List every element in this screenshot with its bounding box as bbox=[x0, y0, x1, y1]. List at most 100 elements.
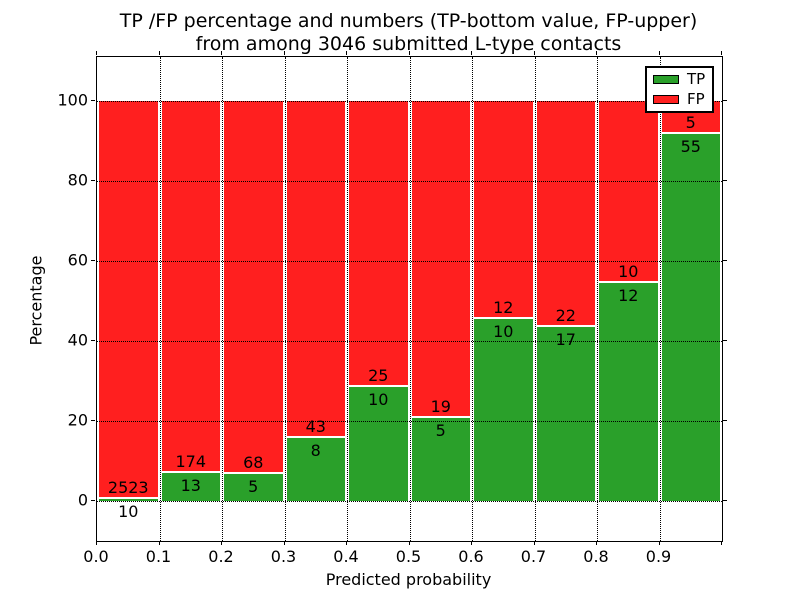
bar-segment-tp bbox=[161, 473, 220, 501]
bar-segment-fp bbox=[224, 101, 283, 474]
gridline-horizontal bbox=[97, 261, 722, 262]
bar-segment-tp bbox=[661, 134, 720, 501]
y-axis-tick-right bbox=[723, 500, 727, 501]
x-axis-tick-top bbox=[158, 51, 160, 55]
fp-count-label: 12 bbox=[493, 298, 514, 318]
gridline-horizontal bbox=[97, 181, 722, 182]
x-axis-tick-top bbox=[721, 51, 722, 55]
x-axis-tick-top bbox=[658, 51, 660, 55]
bar-segment-fp bbox=[599, 101, 658, 283]
gridline-vertical bbox=[472, 57, 473, 541]
gridline-vertical bbox=[534, 57, 536, 541]
x-axis-tick bbox=[408, 541, 410, 545]
bar-segment-tp bbox=[474, 319, 533, 501]
gridline-vertical bbox=[222, 57, 223, 541]
legend-swatch-tp-icon bbox=[653, 75, 679, 85]
x-axis-tick-top bbox=[346, 51, 347, 55]
bar-segment-tp bbox=[99, 499, 158, 501]
y-tick-label: 20 bbox=[67, 410, 88, 430]
y-axis-tick bbox=[91, 420, 95, 421]
y-axis-tick-right bbox=[723, 340, 727, 341]
x-axis-tick bbox=[283, 541, 285, 545]
legend-item-fp: FP bbox=[653, 89, 706, 108]
y-axis-tick-right bbox=[723, 420, 727, 421]
gridline-vertical bbox=[347, 57, 348, 541]
x-tick-label: 0.1 bbox=[145, 547, 172, 566]
x-axis-tick bbox=[658, 541, 660, 545]
x-tick-label: 0.5 bbox=[395, 547, 422, 566]
x-axis-tick bbox=[533, 541, 535, 545]
x-axis-tick-top bbox=[471, 51, 472, 55]
bar-segment-fp bbox=[474, 101, 533, 320]
y-axis-tick bbox=[91, 340, 95, 341]
tp-count-label: 8 bbox=[310, 441, 321, 461]
y-axis-tick bbox=[91, 500, 95, 501]
x-axis-tick bbox=[158, 541, 160, 545]
x-axis-tick-top bbox=[221, 51, 222, 55]
fp-count-label: 10 bbox=[618, 261, 639, 281]
y-axis-tick bbox=[91, 180, 95, 181]
x-tick-label: 0.8 bbox=[583, 547, 609, 566]
tp-count-label: 10 bbox=[118, 502, 139, 522]
fp-count-label: 68 bbox=[243, 452, 264, 472]
x-tick-label: 0.6 bbox=[458, 547, 484, 566]
bar-segment-fp bbox=[286, 101, 345, 439]
y-axis-tick-right bbox=[723, 180, 727, 181]
fp-count-label: 2523 bbox=[107, 478, 149, 498]
legend-item-tp: TP bbox=[653, 72, 706, 87]
plot-area: 2523 10 174 13 68 5 43 8 25 10 19 5 12 10 22 17 10 12 5 55 bbox=[96, 56, 723, 542]
bar-segment-fp bbox=[411, 101, 470, 418]
bar-segment-tp bbox=[286, 438, 345, 501]
gridline-horizontal bbox=[97, 501, 722, 502]
legend-label-fp: FP bbox=[687, 89, 705, 108]
gridline-vertical bbox=[659, 57, 661, 541]
gridline-horizontal bbox=[97, 101, 722, 102]
x-axis-tick-top bbox=[96, 51, 97, 55]
fp-count-label: 43 bbox=[305, 417, 326, 437]
y-tick-label: 100 bbox=[57, 90, 88, 110]
y-tick-label: 80 bbox=[67, 170, 88, 190]
y-tick-label: 0 bbox=[77, 490, 88, 510]
bar-segment-tp bbox=[224, 473, 283, 501]
x-axis-tick-top bbox=[596, 51, 597, 55]
legend-label-tp: TP bbox=[687, 70, 706, 89]
x-axis-tick bbox=[346, 541, 347, 545]
bar-segment-tp bbox=[411, 417, 470, 501]
x-axis-tick bbox=[221, 541, 222, 545]
y-tick-label: 60 bbox=[67, 250, 88, 270]
y-axis-tick bbox=[91, 100, 95, 101]
gridline-horizontal bbox=[97, 341, 722, 342]
fp-count-label: 174 bbox=[175, 452, 207, 472]
chart-title-line2: from among 3046 submitted L-type contact… bbox=[195, 33, 622, 55]
y-tick-label: 40 bbox=[67, 330, 88, 350]
fp-count-label: 19 bbox=[430, 396, 451, 416]
gridline-vertical bbox=[284, 57, 286, 541]
bar-segment-fp bbox=[161, 101, 220, 474]
gridline-vertical bbox=[409, 57, 411, 541]
y-axis-tick-right bbox=[723, 260, 727, 261]
x-axis-tick-top bbox=[533, 51, 535, 55]
x-axis-label: Predicted probability bbox=[325, 570, 492, 589]
y-axis-tick bbox=[91, 260, 95, 261]
tp-count-label: 13 bbox=[180, 476, 201, 496]
tp-count-label: 17 bbox=[555, 329, 576, 349]
x-axis-tick bbox=[721, 541, 722, 545]
bar-segment-tp bbox=[599, 282, 658, 501]
bar-segment-fp bbox=[99, 101, 158, 500]
x-tick-label: 0.3 bbox=[270, 547, 297, 566]
fp-count-label: 22 bbox=[555, 305, 576, 325]
bar-segment-fp bbox=[349, 101, 408, 387]
legend: TP FP bbox=[645, 66, 714, 113]
x-tick-label: 0.2 bbox=[208, 547, 234, 566]
legend-swatch-fp-icon bbox=[653, 94, 679, 104]
gridline-vertical bbox=[159, 57, 161, 541]
fp-count-label: 25 bbox=[368, 365, 389, 385]
gridline-vertical bbox=[597, 57, 598, 541]
bar-segment-tp bbox=[536, 326, 595, 501]
tp-count-label: 12 bbox=[618, 285, 639, 305]
tp-count-label: 10 bbox=[368, 389, 389, 409]
x-axis-tick-top bbox=[408, 51, 410, 55]
x-tick-label: 0.0 bbox=[83, 547, 109, 566]
y-axis-tick-right bbox=[723, 100, 727, 101]
